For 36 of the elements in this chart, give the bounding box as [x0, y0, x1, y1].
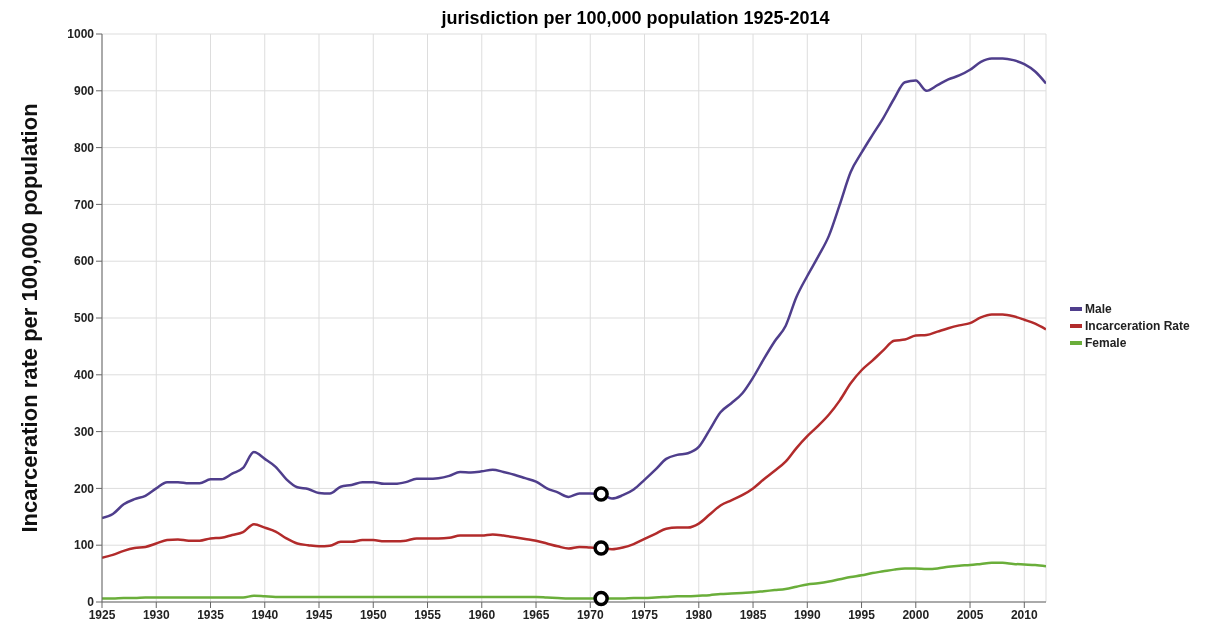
x-tick-label: 1965: [522, 607, 550, 622]
x-tick-label: 1935: [197, 607, 225, 622]
y-tick-label: 0: [87, 595, 95, 610]
x-tick-label: 1960: [468, 607, 496, 622]
legend-label: Incarceration Rate: [1085, 318, 1190, 333]
x-tick-label: 1950: [359, 607, 387, 622]
x-tick-label: 2010: [1010, 607, 1038, 622]
y-tick-label: 900: [73, 84, 95, 99]
y-tick-label: 500: [73, 311, 95, 326]
x-tick-label: 1945: [305, 607, 333, 622]
y-axis-title: Incarceration rate per 100,000 population: [16, 103, 42, 533]
y-tick-label: 1000: [67, 27, 95, 42]
y-tick-label: 300: [73, 424, 95, 439]
x-tick-label: 1970: [576, 607, 604, 622]
x-tick-label: 1985: [739, 607, 767, 622]
line-series: [102, 313, 1046, 559]
chart-title: jurisdiction per 100,000 population 1925-2014: [440, 8, 831, 28]
y-tick-label: 400: [73, 368, 95, 383]
x-tick-label: 1930: [142, 607, 170, 622]
y-tick-label: 800: [73, 140, 95, 155]
y-tick-label: 200: [73, 481, 95, 496]
x-tick-label: 1955: [414, 607, 442, 622]
y-tick-label: 600: [73, 254, 95, 269]
legend-label: Male: [1085, 301, 1112, 316]
line-series: [102, 57, 1046, 520]
x-tick-label: 1980: [685, 607, 713, 622]
y-tick-label: 100: [73, 538, 95, 553]
x-tick-label: 1940: [251, 607, 279, 622]
legend-label: Female: [1085, 335, 1127, 350]
y-tick-label: 700: [73, 197, 95, 212]
x-tick-label: 1925: [88, 607, 116, 622]
x-tick-label: 1995: [848, 607, 876, 622]
x-tick-label: 2000: [902, 607, 930, 622]
x-tick-label: 1975: [631, 607, 659, 622]
x-tick-label: 2005: [956, 607, 984, 622]
x-tick-label: 1990: [793, 607, 821, 622]
